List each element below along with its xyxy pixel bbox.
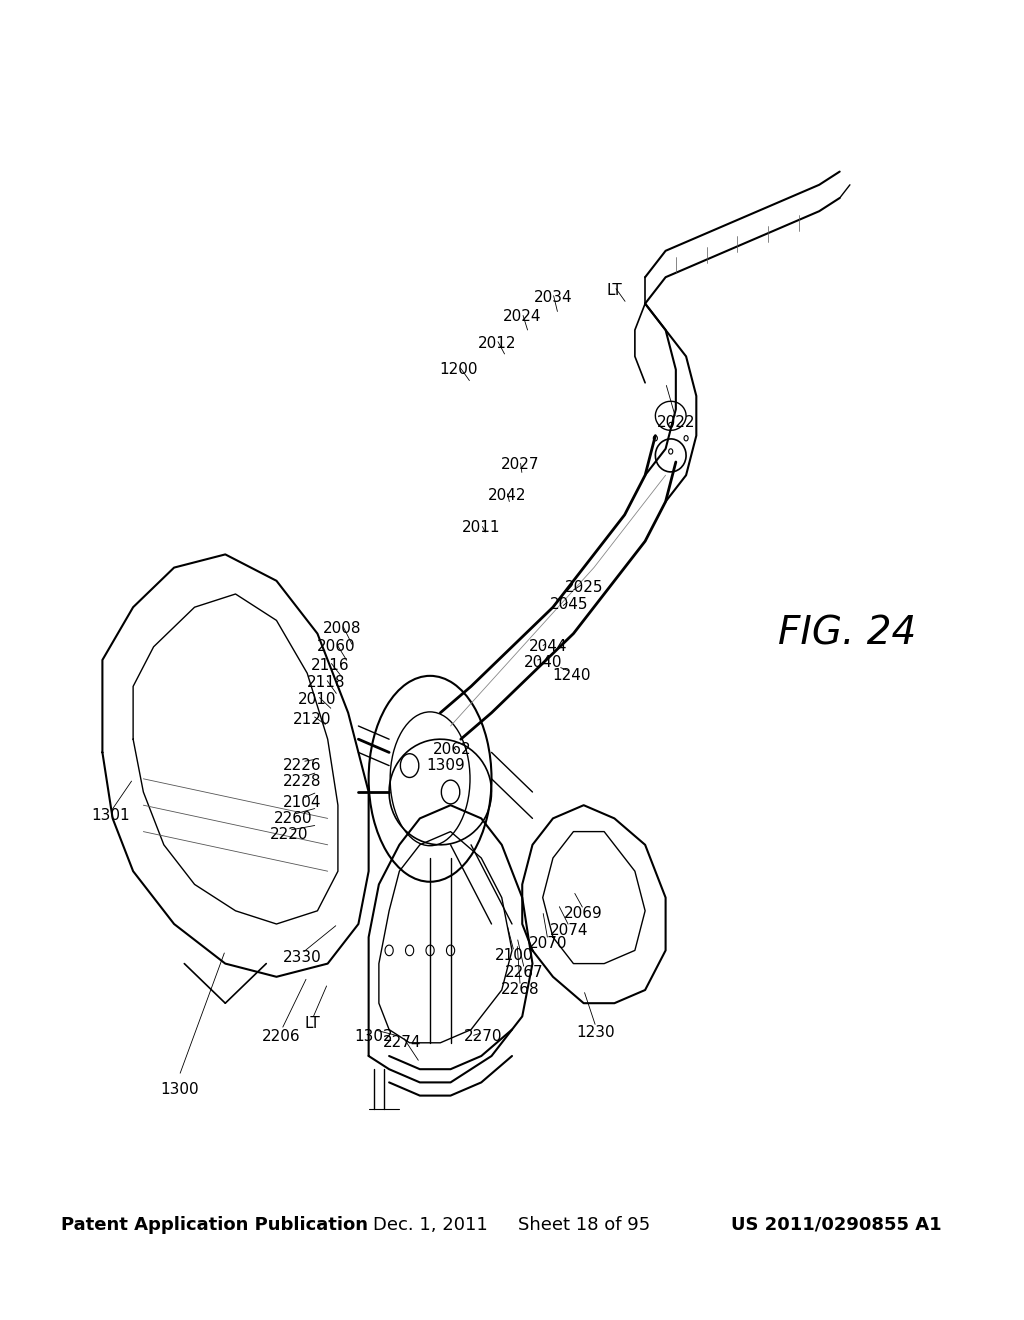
Text: 2034: 2034: [534, 289, 572, 305]
Text: 2027: 2027: [501, 457, 540, 473]
Text: 2040: 2040: [523, 655, 562, 671]
Text: 2060: 2060: [316, 639, 355, 655]
Text: 2062: 2062: [433, 742, 472, 758]
Text: 1240: 1240: [552, 668, 591, 684]
Text: Dec. 1, 2011: Dec. 1, 2011: [373, 1216, 487, 1234]
Text: 2042: 2042: [487, 487, 526, 503]
Text: 2330: 2330: [283, 949, 322, 965]
Text: 2069: 2069: [564, 906, 603, 921]
Text: 2025: 2025: [564, 579, 603, 595]
Text: 1300: 1300: [160, 1081, 199, 1097]
Text: FIG. 24: FIG. 24: [778, 615, 916, 652]
Text: 2100: 2100: [495, 948, 534, 964]
Text: 2070: 2070: [528, 936, 567, 952]
Text: LT: LT: [606, 282, 623, 298]
Text: 2228: 2228: [283, 774, 322, 789]
Text: 2118: 2118: [306, 675, 345, 690]
Text: 2267: 2267: [505, 965, 544, 981]
Text: 2044: 2044: [528, 639, 567, 655]
Text: 2120: 2120: [293, 711, 332, 727]
Text: 2024: 2024: [503, 309, 542, 325]
Text: 2206: 2206: [262, 1028, 301, 1044]
Text: Sheet 18 of 95: Sheet 18 of 95: [517, 1216, 650, 1234]
Text: 1302: 1302: [354, 1028, 393, 1044]
Text: LT: LT: [304, 1015, 321, 1031]
Text: 2011: 2011: [462, 520, 501, 536]
Text: 2022: 2022: [656, 414, 695, 430]
Text: 2116: 2116: [310, 657, 349, 673]
Text: Patent Application Publication: Patent Application Publication: [61, 1216, 369, 1234]
Text: 2008: 2008: [323, 620, 361, 636]
Text: 2012: 2012: [477, 335, 516, 351]
Text: 1309: 1309: [426, 758, 465, 774]
Text: 2010: 2010: [298, 692, 337, 708]
Text: 2274: 2274: [383, 1035, 422, 1051]
Text: 2260: 2260: [273, 810, 312, 826]
Text: 2226: 2226: [283, 758, 322, 774]
Text: 1200: 1200: [439, 362, 478, 378]
Text: 2270: 2270: [464, 1028, 503, 1044]
Text: 2104: 2104: [283, 795, 322, 810]
Text: 1230: 1230: [577, 1024, 615, 1040]
Text: 1301: 1301: [91, 808, 130, 824]
Text: 2220: 2220: [269, 826, 308, 842]
Text: 2268: 2268: [501, 982, 540, 998]
Text: US 2011/0290855 A1: US 2011/0290855 A1: [731, 1216, 942, 1234]
Text: 2045: 2045: [550, 597, 589, 612]
Text: 2074: 2074: [550, 923, 589, 939]
